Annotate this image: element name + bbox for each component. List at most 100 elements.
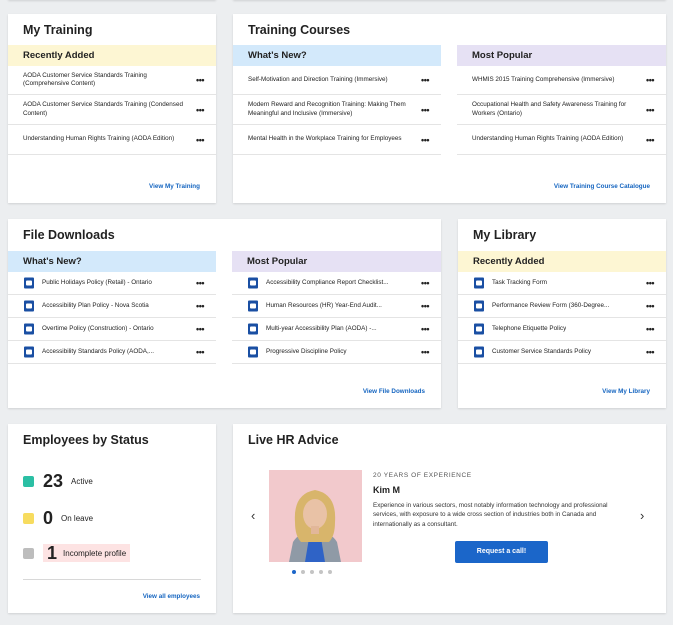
- more-options-icon[interactable]: •••: [646, 346, 654, 357]
- training-courses-card: Training Courses What's New? Self-Motiva…: [233, 14, 666, 203]
- list-item[interactable]: AODA Customer Service Standards Training…: [8, 95, 216, 125]
- document-icon: [24, 323, 34, 335]
- list-item[interactable]: Overtime Policy (Construction) - Ontario…: [8, 318, 216, 341]
- active-swatch: [23, 476, 34, 487]
- incomplete-label: Incomplete profile: [63, 548, 127, 558]
- more-options-icon[interactable]: •••: [421, 104, 429, 115]
- active-count: 23: [43, 471, 64, 491]
- status-on-leave: 0 On leave: [23, 508, 93, 529]
- list-item[interactable]: Understanding Human Rights Training (AOD…: [457, 125, 666, 155]
- advisor-photo: [269, 470, 362, 562]
- advisor-portrait-image: [269, 470, 362, 562]
- incomplete-highlight: 1 Incomplete profile: [43, 543, 131, 563]
- more-options-icon[interactable]: •••: [421, 300, 429, 311]
- document-icon: [474, 300, 484, 312]
- more-options-icon[interactable]: •••: [196, 104, 204, 115]
- employees-by-status-card: Employees by Status 23 Active 0 On leave…: [8, 424, 216, 613]
- chevron-right-icon[interactable]: ›: [640, 508, 645, 523]
- more-options-icon[interactable]: •••: [196, 134, 204, 145]
- training-popular-list: Most Popular WHMIS 2015 Training Compreh…: [457, 45, 666, 155]
- list-item[interactable]: Human Resources (HR) Year-End Audit... ••…: [232, 295, 441, 318]
- list-item[interactable]: Accessibility Plan Policy - Nova Scotia •…: [8, 295, 216, 318]
- my-library-card: My Library Recently Added Task Tracking …: [458, 219, 666, 408]
- list-item[interactable]: Progressive Discipline Policy •••: [232, 341, 441, 364]
- list-item[interactable]: Task Tracking Form •••: [458, 272, 666, 295]
- carousel-dot-1[interactable]: [292, 570, 296, 574]
- more-options-icon[interactable]: •••: [196, 300, 204, 311]
- divider: [23, 579, 201, 580]
- more-options-icon[interactable]: •••: [646, 74, 654, 85]
- document-icon: [474, 277, 484, 289]
- carousel-dot-4[interactable]: [319, 570, 323, 574]
- training-whats-new-list: What's New? Self-Motivation and Directio…: [233, 45, 441, 155]
- list-item[interactable]: Accessibility Standards Policy (AODA,...…: [8, 341, 216, 364]
- document-icon: [248, 277, 258, 289]
- more-options-icon[interactable]: •••: [196, 346, 204, 357]
- my-library-title: My Library: [473, 228, 537, 242]
- most-popular-header: Most Popular: [457, 45, 666, 66]
- document-icon: [248, 346, 258, 358]
- advisor-name: Kim M: [373, 485, 400, 495]
- list-item[interactable]: Occupational Health and Safety Awareness…: [457, 95, 666, 125]
- whats-new-header: What's New?: [233, 45, 441, 66]
- more-options-icon[interactable]: •••: [421, 323, 429, 334]
- list-item[interactable]: Mental Health in the Workplace Training …: [233, 125, 441, 155]
- my-training-list: Recently Added AODA Customer Service Sta…: [8, 45, 216, 155]
- list-item[interactable]: Customer Service Standards Policy •••: [458, 341, 666, 364]
- list-item[interactable]: Understanding Human Rights Training (AOD…: [8, 125, 216, 155]
- experience-label: 20 YEARS OF EXPERIENCE: [373, 472, 472, 479]
- employees-by-status-title: Employees by Status: [23, 433, 149, 447]
- live-hr-advice-card: Live HR Advice ‹ › 20 YEARS OF EXPERIENC…: [233, 424, 666, 613]
- more-options-icon[interactable]: •••: [421, 74, 429, 85]
- more-options-icon[interactable]: •••: [646, 323, 654, 334]
- whats-new-header: What's New?: [8, 251, 216, 272]
- recently-added-header: Recently Added: [8, 45, 216, 66]
- view-my-training-link[interactable]: View My Training: [149, 183, 200, 190]
- view-file-downloads-link[interactable]: View File Downloads: [362, 388, 425, 395]
- advisor-bio: Experience in various sectors, most nota…: [373, 502, 608, 528]
- more-options-icon[interactable]: •••: [421, 346, 429, 357]
- list-item[interactable]: Multi-year Accessibility Plan (AODA) -..…: [232, 318, 441, 341]
- chevron-left-icon[interactable]: ‹: [251, 508, 256, 523]
- more-options-icon[interactable]: •••: [646, 104, 654, 115]
- list-item[interactable]: Public Holidays Policy (Retail) - Ontari…: [8, 272, 216, 295]
- document-icon: [248, 300, 258, 312]
- downloads-popular-list: Most Popular Accessibility Compliance Re…: [232, 251, 441, 364]
- more-options-icon[interactable]: •••: [421, 134, 429, 145]
- more-options-icon[interactable]: •••: [646, 300, 654, 311]
- list-item[interactable]: Performance Review Form (360-Degree... ••…: [458, 295, 666, 318]
- carousel-dot-3[interactable]: [310, 570, 314, 574]
- file-downloads-card: File Downloads What's New? Public Holida…: [8, 219, 441, 408]
- document-icon: [24, 300, 34, 312]
- my-training-card: My Training Recently Added AODA Customer…: [8, 14, 216, 203]
- list-item[interactable]: Telephone Etiquette Policy •••: [458, 318, 666, 341]
- more-options-icon[interactable]: •••: [646, 134, 654, 145]
- my-library-list: Recently Added Task Tracking Form ••• Per…: [458, 251, 666, 364]
- list-item[interactable]: WHMIS 2015 Training Comprehensive (Immer…: [457, 66, 666, 95]
- list-item[interactable]: Self-Motivation and Direction Training (…: [233, 66, 441, 95]
- carousel-dot-5[interactable]: [328, 570, 332, 574]
- recently-added-header: Recently Added: [458, 251, 666, 272]
- document-icon: [474, 323, 484, 335]
- file-downloads-title: File Downloads: [23, 228, 115, 242]
- view-all-employees-link[interactable]: View all employees: [142, 593, 200, 600]
- list-item[interactable]: Accessibility Compliance Report Checklis…: [232, 272, 441, 295]
- more-options-icon[interactable]: •••: [421, 277, 429, 288]
- training-courses-title: Training Courses: [248, 23, 351, 37]
- on-leave-swatch: [23, 513, 34, 524]
- my-training-title: My Training: [23, 23, 93, 37]
- status-active: 23 Active: [23, 471, 93, 492]
- carousel-dot-2[interactable]: [301, 570, 305, 574]
- view-training-catalogue-link[interactable]: View Training Course Catalogue: [553, 183, 650, 190]
- more-options-icon[interactable]: •••: [196, 277, 204, 288]
- request-call-button[interactable]: Request a call!: [455, 541, 548, 563]
- list-item[interactable]: AODA Customer Service Standards Training…: [8, 66, 216, 95]
- document-icon: [474, 346, 484, 358]
- more-options-icon[interactable]: •••: [196, 323, 204, 334]
- more-options-icon[interactable]: •••: [646, 277, 654, 288]
- more-options-icon[interactable]: •••: [196, 74, 204, 85]
- status-incomplete: 1 Incomplete profile: [23, 543, 131, 563]
- view-my-library-link[interactable]: View My Library: [602, 388, 650, 395]
- document-icon: [248, 323, 258, 335]
- list-item[interactable]: Modern Reward and Recognition Training: …: [233, 95, 441, 125]
